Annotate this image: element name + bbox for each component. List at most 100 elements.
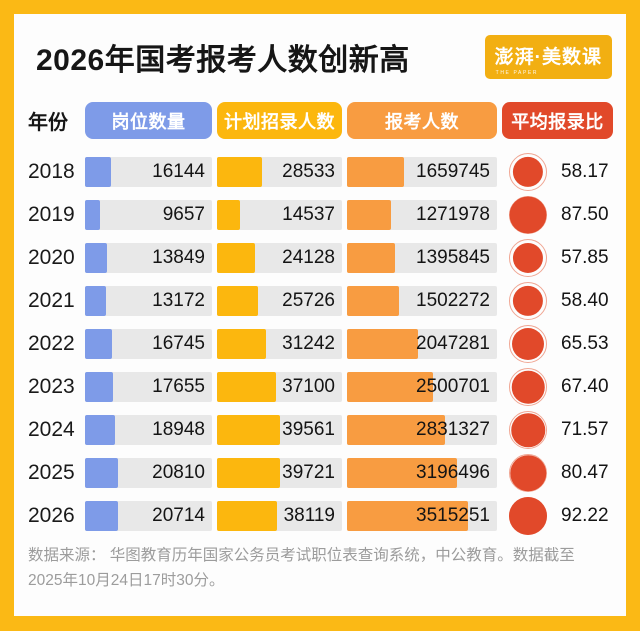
ratio-circle: [509, 497, 547, 535]
positions-bar: 20714: [85, 501, 212, 531]
brand-logo-subtext: THE PAPER: [495, 70, 539, 76]
bar-value: 20810: [152, 462, 205, 483]
source-note: 数据来源： 华图教育历年国家公务员考试职位表查询系统，中公教育。数据截至2025…: [28, 547, 575, 589]
ratio-cell: 67.40: [502, 368, 613, 406]
bar-value: 3515251: [416, 505, 490, 526]
bar-value: 1271978: [416, 204, 490, 225]
bar-value: 24128: [282, 247, 335, 268]
bar-fill: [85, 501, 119, 531]
planned-column-header: 计划招录人数: [217, 102, 342, 139]
bar-fill: [217, 415, 280, 445]
ratio-cell: 92.22: [502, 497, 613, 535]
table-row: 2021 13172 25726 1502272 58.40: [28, 282, 612, 320]
table-row: 2019 9657 14537 1271978 87.50: [28, 196, 612, 234]
year-label: 2021: [28, 289, 75, 312]
year-label: 2022: [28, 332, 75, 355]
table-row: 2018 16144 28533 1659745 58.17: [28, 153, 612, 191]
ratio-circle: [509, 325, 547, 363]
bar-value: 16144: [152, 161, 205, 182]
year-label: 2024: [28, 418, 75, 441]
bar-value: 13172: [152, 290, 205, 311]
bar-value: 16745: [152, 333, 205, 354]
bar-value: 18948: [152, 419, 205, 440]
bar-fill: [347, 243, 396, 273]
ratio-value: 71.57: [561, 419, 609, 440]
ratio-circle: [509, 196, 547, 234]
brand-logo: 澎湃·美数课 THE PAPER: [484, 35, 612, 79]
bar-value: 14537: [282, 204, 335, 225]
header-bar: 2026年国考报考人数创新高 澎湃·美数课 THE PAPER: [28, 34, 612, 80]
bar-value: 9657: [162, 204, 205, 225]
bar-fill: [217, 200, 240, 230]
bar-fill: [217, 329, 267, 359]
year-label: 2020: [28, 246, 75, 269]
bar-fill: [217, 372, 276, 402]
ratio-value: 87.50: [561, 204, 609, 225]
ratio-circle: [509, 368, 547, 406]
applicants-bar: 2047281: [347, 329, 497, 359]
bar-fill: [347, 200, 391, 230]
bar-value: 1502272: [416, 290, 490, 311]
bar-value: 28533: [282, 161, 335, 182]
bar-value: 3196496: [416, 462, 490, 483]
ratio-circle: [509, 239, 547, 277]
positions-bar: 16144: [85, 157, 212, 187]
brand-logo-text: 澎湃·美数课: [494, 47, 602, 68]
table-row: 2020 13849 24128 1395845 57.85: [28, 239, 613, 277]
ratio-circle-fill: [512, 328, 544, 360]
ratio-cell: 57.85: [502, 239, 613, 277]
applicants-bar: 1395845: [347, 243, 497, 273]
bar-fill: [347, 157, 405, 187]
bar-fill: [85, 243, 108, 273]
ratio-circle-fill: [512, 285, 544, 317]
bar-fill: [85, 372, 114, 402]
applicants-bar: 3515251: [347, 501, 497, 531]
positions-column-header: 岗位数量: [85, 102, 212, 139]
table-row: 2022 16745 31242 2047281 65.53: [28, 325, 612, 363]
planned-bar: 31242: [217, 329, 342, 359]
ratio-value: 65.53: [561, 333, 609, 354]
page-title: 2026年国考报考人数创新高: [36, 44, 410, 77]
ratio-circle-fill: [511, 413, 545, 447]
table-row: 2024 18948 39561 2831327 71.57: [28, 411, 612, 449]
planned-bar: 24128: [217, 243, 342, 273]
ratio-value: 80.47: [561, 462, 609, 483]
positions-bar: 9657: [85, 200, 212, 230]
bar-value: 1395845: [416, 247, 490, 268]
bar-fill: [217, 458, 280, 488]
bar-value: 1659745: [416, 161, 490, 182]
bar-value: 25726: [282, 290, 335, 311]
year-label: 2026: [28, 504, 75, 527]
ratio-value: 92.22: [561, 505, 609, 526]
bar-fill: [347, 286, 399, 316]
planned-bar: 14537: [217, 200, 342, 230]
year-column-header: 年份: [28, 112, 68, 134]
year-label: 2025: [28, 461, 75, 484]
bar-fill: [85, 415, 116, 445]
ratio-value: 57.85: [561, 247, 609, 268]
planned-bar: 38119: [217, 501, 342, 531]
bar-value: 20714: [152, 505, 205, 526]
bar-value: 39561: [282, 419, 335, 440]
applicants-bar: 1659745: [347, 157, 497, 187]
positions-bar: 18948: [85, 415, 212, 445]
applicants-bar: 1271978: [347, 200, 497, 230]
applicants-bar: 2831327: [347, 415, 497, 445]
positions-bar: 13849: [85, 243, 212, 273]
bar-fill: [85, 329, 112, 359]
bar-value: 13849: [152, 247, 205, 268]
ratio-circle-fill: [511, 370, 545, 404]
bar-fill: [217, 501, 278, 531]
ratio-circle-fill: [512, 242, 544, 274]
planned-bar: 37100: [217, 372, 342, 402]
bar-fill: [347, 329, 418, 359]
bar-value: 31242: [282, 333, 335, 354]
bar-value: 2831327: [416, 419, 490, 440]
bar-value: 17655: [152, 376, 205, 397]
ratio-value: 67.40: [561, 376, 609, 397]
ratio-value: 58.40: [561, 290, 609, 311]
positions-bar: 20810: [85, 458, 212, 488]
bar-fill: [85, 157, 111, 187]
planned-bar: 28533: [217, 157, 342, 187]
